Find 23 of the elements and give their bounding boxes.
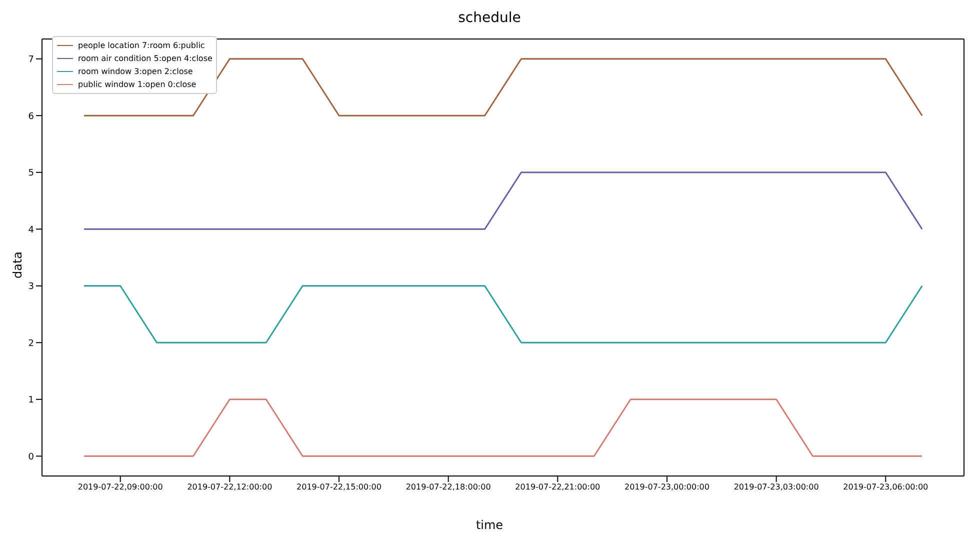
x-tick-label: 2019-07-23,06:00:00 — [843, 482, 928, 492]
x-axis-title: time — [474, 518, 504, 532]
y-tick-label: 5 — [28, 168, 34, 179]
x-tick-label: 2019-07-22,18:00:00 — [406, 482, 491, 492]
y-axis-title: data — [10, 251, 25, 279]
y-tick-label: 2 — [28, 338, 34, 349]
x-tick-label: 2019-07-22,21:00:00 — [515, 482, 600, 492]
y-tick-label: 6 — [28, 112, 34, 122]
legend-label: room window 3:open 2:close — [77, 66, 194, 78]
legend-label: room air condition 5:open 4:close — [77, 53, 212, 65]
legend-label: people location 7:room 6:public — [77, 40, 206, 52]
y-tick-label: 0 — [28, 452, 34, 462]
chart-title: schedule — [457, 10, 522, 26]
x-tick-label: 2019-07-23,00:00:00 — [624, 482, 710, 492]
y-tick-label: 1 — [28, 396, 34, 406]
y-tick-label: 3 — [28, 282, 34, 292]
x-tick-label: 2019-07-23,03:00:00 — [734, 482, 819, 492]
legend-label: public window 1:open 0:close — [77, 79, 198, 91]
x-tick-label: 2019-07-22,12:00:00 — [187, 482, 272, 492]
y-tick-label: 7 — [28, 55, 34, 66]
x-tick-label: 2019-07-22,15:00:00 — [296, 482, 382, 492]
x-tick-label: 2019-07-22,09:00:00 — [78, 482, 163, 492]
y-tick-label: 4 — [28, 225, 34, 236]
